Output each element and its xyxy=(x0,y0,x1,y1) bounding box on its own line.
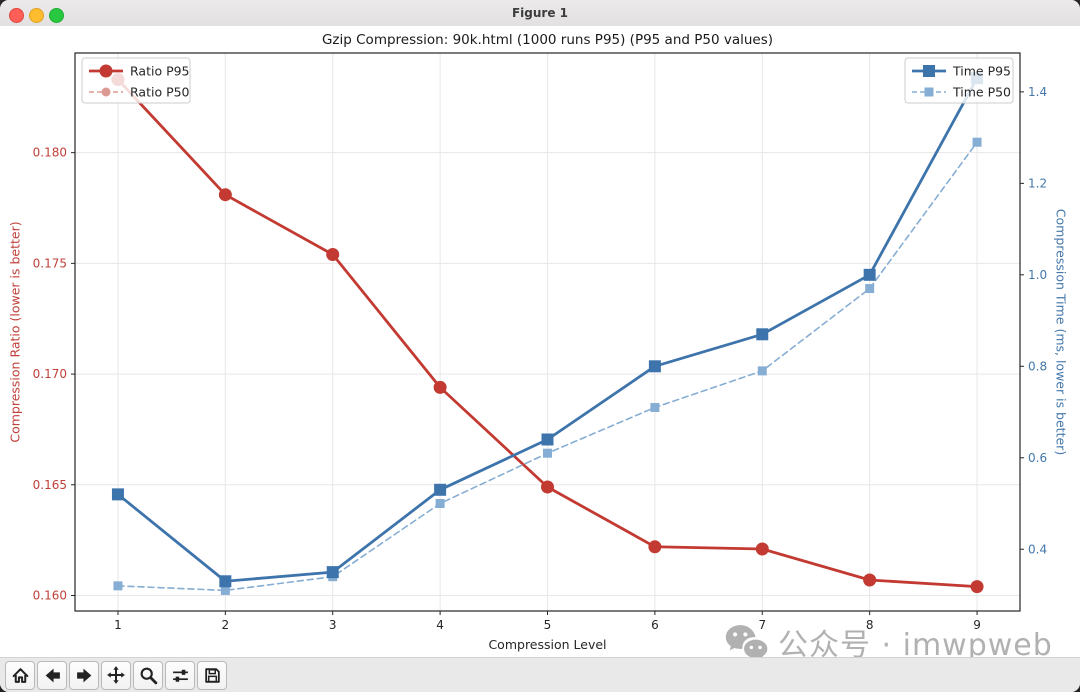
figure-canvas: Gzip Compression: 90k.html (1000 runs P9… xyxy=(0,26,1080,663)
x-tick-label: 9 xyxy=(973,618,981,632)
left-y-tick-label: 0.180 xyxy=(33,146,67,160)
home-button[interactable] xyxy=(5,660,35,690)
right-y-tick-label: 1.2 xyxy=(1028,176,1047,190)
matplotlib-toolbar xyxy=(0,657,1080,692)
save-button[interactable] xyxy=(197,660,227,690)
chart-title: Gzip Compression: 90k.html (1000 runs P9… xyxy=(321,32,774,48)
chart-canvas[interactable]: Ratio P95 Ratio P50 Time P95 Time P50 1 2 3 4 5 6… xyxy=(0,26,1080,657)
right-y-tick-label: 0.8 xyxy=(1028,359,1047,373)
left-y-tick-label: 0.160 xyxy=(33,589,67,603)
right-y-tick-label: 1.4 xyxy=(1028,85,1047,99)
x-tick-label: 3 xyxy=(329,618,337,632)
back-button[interactable] xyxy=(37,660,67,690)
zoom-rect-button[interactable] xyxy=(133,660,163,690)
left-y-tick-label: 0.165 xyxy=(33,478,67,492)
close-button[interactable] xyxy=(9,7,24,23)
legend-label: Time P50 xyxy=(952,85,1011,100)
series-time-p50 xyxy=(113,137,982,595)
minimize-button[interactable] xyxy=(29,7,44,23)
forward-button[interactable] xyxy=(69,660,99,690)
left-y-tick-label: 0.175 xyxy=(33,256,67,270)
x-tick-label: 5 xyxy=(544,618,552,632)
pan-button[interactable] xyxy=(101,660,131,690)
axis-tick-labels: 1 2 3 4 5 6 7 8 9 0.160 0.165 0.170 0.175 0.180 0.4 0.6… xyxy=(33,85,1047,632)
pan-icon xyxy=(107,666,125,684)
right-y-tick-label: 0.4 xyxy=(1028,542,1047,556)
x-tick-label: 8 xyxy=(866,618,874,632)
back-arrow-icon xyxy=(45,668,60,682)
x-tick-label: 1 xyxy=(114,618,122,632)
legend-label: Ratio P95 xyxy=(130,64,190,79)
right-y-axis-label: Compression Time (ms, lower is better) xyxy=(1053,208,1069,456)
axis-ticks xyxy=(71,91,1024,615)
right-y-tick-label: 1.0 xyxy=(1028,268,1047,282)
home-icon xyxy=(12,667,28,683)
left-y-axis-label: Compression Ratio (lower is better) xyxy=(7,221,23,443)
x-tick-label: 4 xyxy=(436,618,444,632)
x-tick-label: 2 xyxy=(222,618,230,632)
window-title: Figure 1 xyxy=(511,6,569,20)
x-tick-label: 7 xyxy=(758,618,766,632)
wechat-icon xyxy=(725,625,770,661)
legend-upper-left: Ratio P95 Ratio P50 xyxy=(81,57,191,104)
x-tick-label: 6 xyxy=(651,618,659,632)
forward-arrow-icon xyxy=(76,668,91,682)
legend-label: Ratio P50 xyxy=(130,85,190,100)
legend-label: Time P95 xyxy=(952,64,1011,79)
zoom-button[interactable] xyxy=(49,7,64,23)
window-titlebar[interactable]: Figure 1 xyxy=(0,0,1080,27)
right-y-tick-label: 0.6 xyxy=(1028,451,1047,465)
gridlines xyxy=(75,53,1020,611)
magnifier-icon xyxy=(140,667,157,684)
left-y-tick-label: 0.170 xyxy=(33,367,67,381)
configure-subplots-button[interactable] xyxy=(165,660,195,690)
legend-upper-right: Time P95 Time P50 xyxy=(904,57,1014,104)
x-axis-label: Compression Level xyxy=(488,637,607,652)
floppy-disk-icon xyxy=(204,667,220,683)
sliders-icon xyxy=(172,669,188,682)
